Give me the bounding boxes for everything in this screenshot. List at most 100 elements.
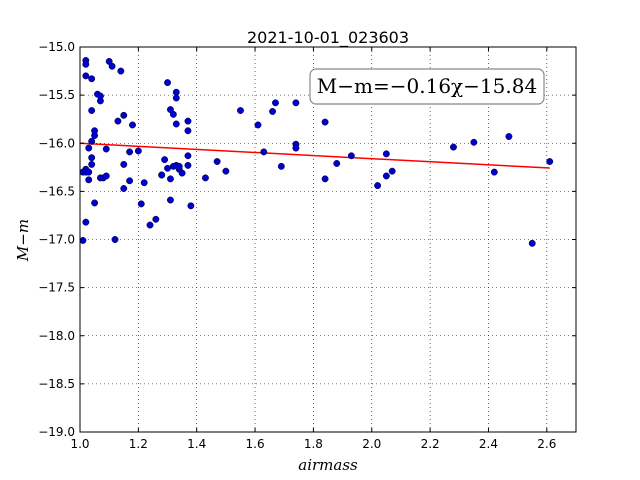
- data-point: [222, 167, 230, 175]
- data-point: [146, 221, 154, 229]
- y-tick-label: −16.5: [38, 184, 75, 198]
- data-point: [88, 107, 96, 114]
- data-point: [166, 175, 174, 183]
- data-point: [88, 160, 96, 168]
- x-tick-label: 2.0: [362, 437, 381, 451]
- x-tick-label: 1.4: [187, 437, 206, 451]
- y-tick-label: −17.5: [38, 281, 75, 295]
- data-point: [333, 160, 341, 167]
- y-tick-label: −16.0: [38, 136, 75, 150]
- fit-line-layer: [79, 142, 550, 169]
- x-tick-label: 2.4: [479, 437, 498, 451]
- data-point: [184, 117, 192, 125]
- data-point: [546, 158, 554, 165]
- data-point: [158, 171, 166, 179]
- data-point: [260, 148, 268, 156]
- data-point: [321, 175, 329, 183]
- data-point: [490, 168, 498, 176]
- y-axis-label: M−m: [14, 219, 32, 262]
- data-point: [172, 88, 180, 96]
- data-point: [470, 138, 478, 146]
- data-point: [120, 111, 128, 119]
- data-point: [292, 144, 300, 152]
- data-point: [126, 148, 134, 156]
- data-point: [91, 127, 99, 135]
- y-tick-label: −15.5: [38, 88, 75, 102]
- data-point: [85, 144, 93, 152]
- y-tick-label: −18.0: [38, 329, 75, 343]
- data-point: [175, 162, 183, 170]
- y-tick-label: −18.5: [38, 377, 75, 391]
- equation-annotation: M−m=−0.16χ−15.84: [309, 68, 545, 105]
- data-points: [79, 57, 554, 247]
- data-point: [120, 160, 128, 168]
- data-point: [164, 164, 171, 172]
- data-point: [85, 176, 93, 184]
- data-point: [254, 121, 262, 129]
- data-point: [129, 121, 136, 129]
- data-point: [272, 99, 279, 107]
- data-point: [85, 168, 93, 176]
- data-point: [277, 162, 285, 170]
- data-point: [120, 185, 128, 192]
- data-point: [388, 167, 396, 175]
- data-point: [88, 75, 96, 83]
- data-point: [382, 150, 390, 158]
- y-tick-label: −19.0: [38, 425, 75, 439]
- axis-ticks: 1.0 1.2 1.4 1.6 1.8 2.0 2.2 2.4 2.6 −15.0 −15.5 −16…: [38, 40, 576, 451]
- x-tick-label: 1.6: [246, 437, 265, 451]
- data-point: [82, 218, 90, 226]
- data-point: [108, 62, 116, 70]
- data-point: [117, 67, 125, 75]
- data-point: [184, 152, 192, 160]
- data-point: [347, 152, 355, 160]
- data-point: [321, 118, 329, 126]
- data-point: [202, 174, 209, 182]
- data-point: [450, 143, 457, 151]
- data-point: [82, 72, 90, 80]
- data-point: [91, 199, 99, 207]
- data-point: [88, 137, 96, 145]
- data-point: [528, 239, 536, 247]
- data-point: [382, 172, 390, 180]
- data-point: [184, 161, 192, 169]
- y-tick-label: −15.0: [38, 40, 75, 54]
- data-point: [161, 156, 169, 164]
- data-point: [140, 179, 148, 187]
- data-point: [237, 107, 244, 114]
- data-point: [269, 108, 277, 115]
- x-tick-label: 2.6: [537, 437, 556, 451]
- data-point: [96, 97, 104, 105]
- annotation-text: M−m=−0.16χ−15.84: [317, 74, 537, 98]
- data-point: [213, 158, 221, 165]
- chart-title: 2021-10-01_023603: [247, 28, 409, 48]
- data-point: [187, 202, 195, 210]
- fit-line: [79, 142, 550, 169]
- y-tick-label: −17.0: [38, 233, 75, 247]
- data-point: [88, 154, 96, 162]
- data-point: [137, 200, 145, 208]
- x-tick-label: 1.0: [70, 437, 89, 451]
- x-tick-label: 1.8: [304, 437, 323, 451]
- data-point: [184, 127, 192, 135]
- data-point: [374, 182, 382, 190]
- data-point: [102, 172, 110, 180]
- data-point: [164, 79, 171, 87]
- data-point: [169, 110, 177, 118]
- data-point: [79, 237, 87, 244]
- x-tick-label: 1.2: [129, 437, 148, 451]
- data-point: [178, 169, 186, 177]
- data-point: [152, 215, 160, 223]
- data-point: [102, 145, 110, 153]
- data-point: [166, 196, 174, 204]
- annotation-box: [309, 68, 545, 105]
- data-point: [172, 94, 180, 102]
- x-axis-label: airmass: [298, 456, 358, 474]
- data-point: [505, 133, 513, 140]
- data-point: [114, 117, 122, 125]
- data-point: [111, 236, 119, 243]
- data-point: [172, 120, 180, 128]
- data-point: [134, 147, 142, 155]
- data-point: [126, 177, 134, 185]
